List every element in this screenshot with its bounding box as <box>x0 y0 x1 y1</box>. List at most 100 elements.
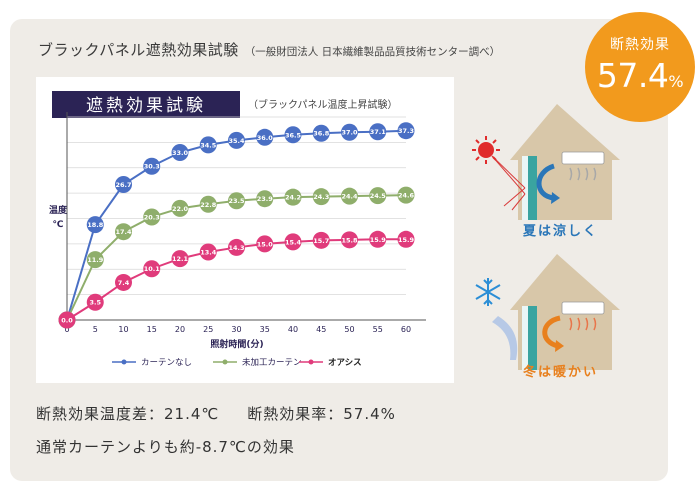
title-text: ブラックパネル遮熱効果試験 <box>38 41 239 59</box>
data-label: 24.2 <box>285 194 301 202</box>
data-label: 24.3 <box>313 193 329 201</box>
data-label: 15.0 <box>257 240 274 248</box>
data-point <box>199 243 217 261</box>
summer-label: 夏は涼しく <box>523 224 599 239</box>
chart-title: 遮熱効果試験 <box>86 96 206 116</box>
house-illustration <box>472 104 620 370</box>
data-label: 15.9 <box>398 236 415 244</box>
data-point <box>115 175 132 193</box>
data-point <box>143 260 161 278</box>
data-label: 10.1 <box>144 265 161 273</box>
data-point <box>312 124 330 142</box>
x-tick-label: 0 <box>64 325 69 334</box>
rate-text: 断熱効果率：57.4% <box>247 405 396 423</box>
x-axis-label: 照射時間(分) <box>210 338 263 350</box>
data-point <box>171 250 189 268</box>
data-label: 36.0 <box>257 134 274 142</box>
data-label: 30.3 <box>144 163 160 171</box>
x-tick-label: 25 <box>203 325 213 334</box>
data-label: 3.5 <box>89 299 101 307</box>
data-label: 11.9 <box>87 256 104 264</box>
series-line <box>66 194 407 321</box>
data-label: 22.0 <box>172 205 189 213</box>
x-tick-label: 45 <box>316 325 326 334</box>
x-tick-label: 20 <box>175 325 185 334</box>
data-point <box>256 190 274 208</box>
data-point <box>115 273 132 291</box>
badge-unit: % <box>668 72 684 91</box>
chart-panel: 遮熱効果試験 （ブラックパネル温度上昇試験） 温度 ℃ 0 5 10 15 20 25 30 35 40… <box>36 77 454 383</box>
data-point <box>397 186 415 204</box>
source-note: （一般財団法人 日本繊維製品品質技術センター調べ） <box>244 46 501 58</box>
data-point <box>199 195 217 213</box>
sun-icon <box>472 136 500 164</box>
snowflake-icon <box>475 278 501 306</box>
data-point <box>115 223 132 241</box>
data-point <box>171 199 189 217</box>
data-point <box>228 131 245 149</box>
legend-marker <box>308 359 314 365</box>
data-point <box>256 235 274 253</box>
chart-title-box <box>52 91 240 118</box>
data-label: 33.0 <box>172 149 189 157</box>
data-label: 37.1 <box>370 128 387 136</box>
data-point <box>171 144 189 162</box>
data-label: 15.7 <box>313 237 329 245</box>
data-label: 12.1 <box>172 255 189 263</box>
badge-value: 57.4% <box>585 56 695 95</box>
summary-line-1: 断熱効果温度差：21.4℃ 断熱効果率：57.4% <box>36 403 396 424</box>
legend-label: 未加工カーテン <box>242 357 302 368</box>
data-point <box>312 231 330 249</box>
data-label: 15.4 <box>285 238 302 246</box>
data-label: 23.9 <box>257 195 274 203</box>
data-label: 13.4 <box>200 248 217 256</box>
x-tick-label: 35 <box>260 325 270 334</box>
x-tick-label: 5 <box>93 325 98 334</box>
data-label: 26.7 <box>115 181 131 189</box>
data-label: 14.3 <box>228 244 244 252</box>
page-title: ブラックパネル遮熱効果試験 （一般財団法人 日本繊維製品品質技術センター調べ） <box>38 39 500 60</box>
data-point <box>86 251 104 269</box>
temp-diff-text: 断熱効果温度差：21.4℃ <box>36 405 220 423</box>
badge-number: 57.4 <box>596 56 669 95</box>
insulation-badge: 断熱効果 57.4% <box>585 12 695 122</box>
data-point <box>284 126 302 144</box>
data-point <box>312 188 330 206</box>
data-label: 20.3 <box>144 213 160 221</box>
data-label: 37.3 <box>398 127 414 135</box>
legend-marker <box>121 359 127 365</box>
data-point <box>369 187 387 205</box>
summer-house <box>491 104 620 220</box>
legend-label: カーテンなし <box>141 358 192 368</box>
data-label: 23.5 <box>228 197 245 205</box>
data-label: 36.8 <box>313 130 330 138</box>
x-tick-label: 55 <box>373 325 383 334</box>
data-label: 35.4 <box>228 137 245 145</box>
x-tick-label: 10 <box>118 325 128 334</box>
x-tick-label: 50 <box>344 325 354 334</box>
legend-marker <box>222 359 228 365</box>
data-point <box>397 122 415 140</box>
data-label: 22.8 <box>200 201 217 209</box>
line-chart: 遮熱効果試験 （ブラックパネル温度上昇試験） 温度 ℃ 0 5 10 15 20 25 30 35 40… <box>49 91 426 368</box>
data-point <box>86 293 104 311</box>
data-label: 0.0 <box>61 317 73 325</box>
x-tick-label: 15 <box>147 325 157 334</box>
data-point <box>199 136 217 154</box>
data-point <box>397 230 415 248</box>
legend-label: オアシス <box>328 358 362 368</box>
data-label: 37.0 <box>341 129 358 137</box>
data-label: 17.4 <box>115 228 132 236</box>
x-tick-label: 40 <box>288 325 298 334</box>
data-point <box>369 123 387 141</box>
data-point <box>341 187 358 205</box>
chart-subtitle: （ブラックパネル温度上昇試験） <box>248 98 398 111</box>
data-label: 7.4 <box>118 279 130 287</box>
data-point <box>284 188 302 206</box>
badge-label: 断熱効果 <box>610 37 670 53</box>
data-point <box>228 238 245 256</box>
data-label: 24.4 <box>341 193 358 201</box>
data-label: 34.5 <box>200 141 217 149</box>
data-point <box>228 192 245 210</box>
data-label: 18.8 <box>87 221 104 229</box>
